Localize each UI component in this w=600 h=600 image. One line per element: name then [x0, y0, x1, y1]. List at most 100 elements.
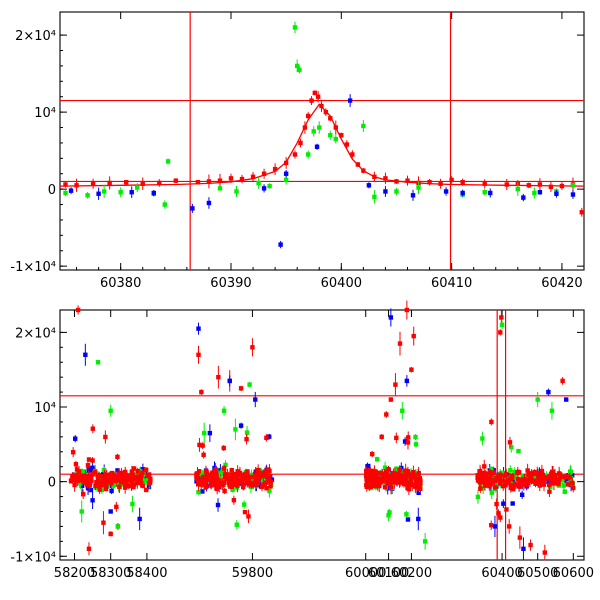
top-point-red — [217, 178, 223, 183]
bottom-point-red — [515, 470, 521, 475]
bottom-ytick-label: 2×10⁴ — [15, 326, 56, 341]
top-xtick-label: 60390 — [210, 276, 251, 291]
bottom-point-blue — [90, 467, 95, 473]
bottom-point-red — [102, 475, 107, 480]
top-point-green — [570, 183, 576, 188]
top-point-green — [267, 183, 272, 189]
bottom-point-red — [550, 469, 556, 475]
top-point-green — [162, 202, 167, 207]
top-point-red — [372, 174, 377, 180]
bottom-point-red — [123, 472, 129, 478]
bottom-point-red — [208, 483, 213, 488]
top-point-green — [532, 190, 537, 196]
top-point-red — [394, 179, 399, 184]
bottom-point-red — [482, 464, 487, 469]
bottom-point-red — [72, 482, 77, 488]
bottom-point-red — [109, 470, 115, 476]
top-point-blue — [570, 192, 576, 197]
bottom-point-red — [536, 476, 541, 481]
bottom-point-blue — [570, 473, 575, 478]
bottom-ytick-label: 0 — [48, 476, 56, 491]
bottom-point-green — [81, 469, 87, 474]
bottom-point-red — [229, 472, 235, 477]
bottom-point-green — [143, 478, 149, 483]
bottom-point-red — [391, 476, 396, 482]
bottom-point-red — [416, 478, 422, 484]
bottom-point-red — [99, 482, 104, 488]
bottom-point-red — [382, 484, 388, 490]
bottom-point-red — [122, 481, 128, 487]
bottom-point-blue — [366, 463, 371, 469]
bottom-point-red — [365, 479, 370, 484]
bottom-point-red — [491, 470, 496, 476]
bottom-season-band — [363, 431, 423, 522]
bottom-point-red — [214, 486, 220, 492]
bottom-point-red — [244, 437, 249, 442]
bottom-point-red — [372, 480, 377, 485]
bottom-point-red — [380, 471, 385, 477]
bottom-point-red — [556, 471, 562, 476]
bottom-point-red — [103, 434, 108, 440]
bottom-point-red — [252, 472, 258, 478]
bottom-point-red — [259, 484, 265, 489]
bottom-point-blue — [85, 486, 91, 491]
bottom-point-green — [500, 470, 505, 476]
top-point-green — [283, 177, 289, 183]
top-point-red — [173, 178, 179, 183]
bottom-ytick-label: -1×10⁴ — [10, 550, 56, 565]
bottom-point-red — [498, 515, 503, 520]
bottom-point-green — [489, 466, 494, 472]
bottom-xtick-label: 60500 — [517, 566, 558, 581]
bottom-point-blue — [140, 467, 146, 472]
bottom-point-red — [136, 475, 141, 481]
bottom-point-red — [199, 482, 204, 487]
bottom-point-red — [491, 478, 497, 484]
bottom-point-green — [230, 487, 235, 493]
bottom-point-blue — [108, 509, 113, 514]
bottom-point-red — [391, 471, 396, 476]
bottom-point-red — [378, 480, 383, 485]
bottom-point-red — [200, 443, 205, 448]
bottom-point-red — [97, 473, 102, 478]
bottom-point-blue — [253, 397, 258, 402]
bottom-point-red — [509, 474, 515, 479]
bottom-point-red — [221, 445, 226, 451]
bottom-season-band — [68, 424, 153, 512]
top-point-green — [361, 123, 366, 129]
bottom-point-red — [411, 474, 416, 479]
top-point-blue — [96, 191, 101, 196]
bottom-point-red — [95, 477, 101, 482]
bottom-point-red — [537, 483, 542, 488]
bottom-point-green — [223, 462, 228, 468]
bottom-point-red — [140, 483, 145, 489]
bottom-point-blue — [416, 490, 421, 495]
top-point-red — [559, 183, 565, 189]
bottom-point-red — [139, 480, 144, 486]
top-point-green — [85, 193, 90, 198]
bottom-point-red — [527, 478, 533, 483]
top-point-red — [504, 182, 509, 187]
bottom-point-red — [562, 474, 568, 480]
bottom-point-red — [536, 480, 542, 485]
bottom-point-red — [411, 333, 416, 339]
bottom-point-green — [400, 408, 405, 413]
bottom-point-red — [231, 498, 237, 503]
bottom-point-red — [373, 474, 378, 479]
bottom-point-red — [234, 475, 240, 480]
bottom-point-blue — [73, 436, 78, 441]
bottom-point-red — [394, 435, 399, 441]
bottom-point-red — [213, 471, 219, 476]
bottom-point-red — [111, 475, 116, 480]
bottom-point-red — [86, 457, 92, 462]
top-point-red — [548, 184, 554, 190]
bottom-point-blue — [563, 478, 569, 483]
bottom-point-red — [401, 481, 407, 487]
top-series-blue — [68, 94, 576, 249]
bottom-point-red — [529, 471, 534, 476]
bottom-point-red — [89, 478, 94, 483]
bottom-point-red — [114, 504, 119, 510]
bottom-plot-frame — [59, 309, 585, 561]
bottom-point-red — [84, 479, 89, 484]
bottom-point-red — [242, 509, 248, 515]
bottom-point-red — [226, 480, 231, 486]
